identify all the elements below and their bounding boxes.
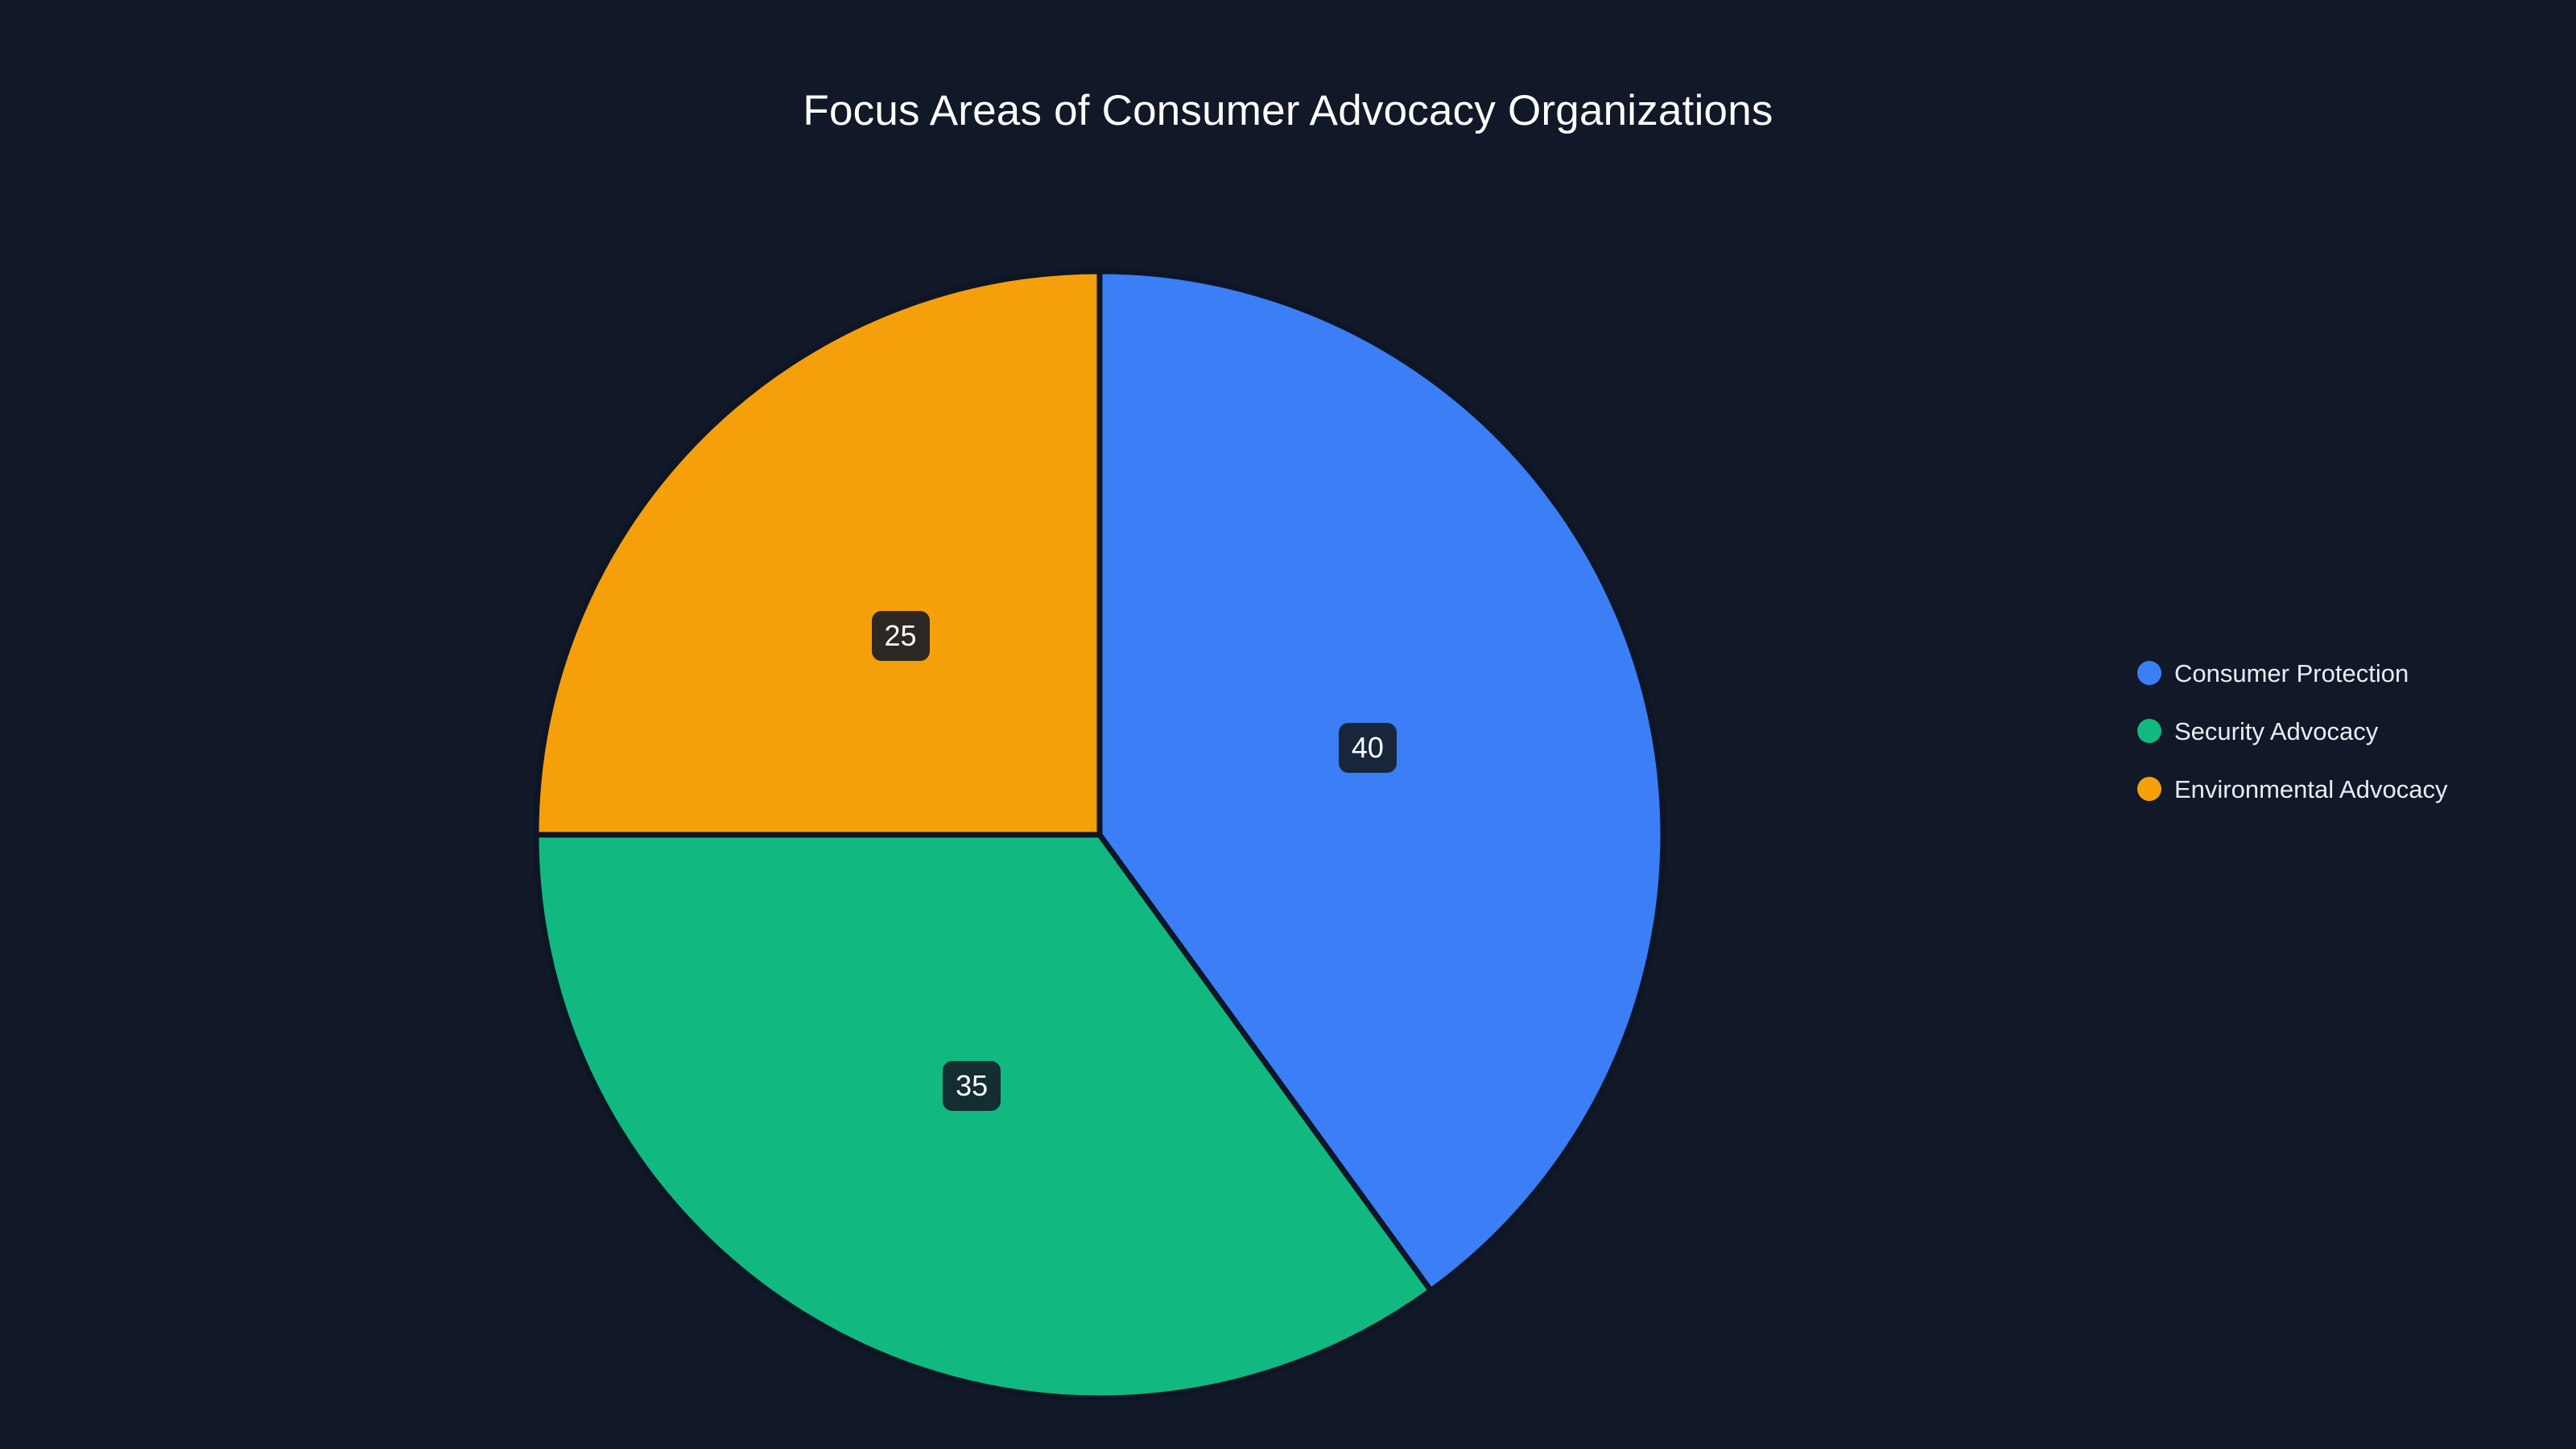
- slice-value-text: 35: [956, 1068, 989, 1102]
- pie-slice-environmental-advocacy[interactable]: [533, 268, 1103, 838]
- slice-value-label-environmental-advocacy: 25: [871, 610, 930, 661]
- pie-slice-security-advocacy[interactable]: [533, 832, 1434, 1402]
- pie-slice-consumer-protection[interactable]: [1096, 268, 1666, 1294]
- legend-color-swatch-icon: [2137, 661, 2161, 685]
- chart-legend: Consumer Protection Security Advocacy En…: [2137, 644, 2540, 818]
- legend-item-environmental-advocacy[interactable]: Environmental Advocacy: [2137, 760, 2540, 818]
- slice-value-label-consumer-protection: 40: [1338, 722, 1397, 773]
- legend-item-consumer-protection[interactable]: Consumer Protection: [2137, 644, 2540, 702]
- slice-value-text: 25: [884, 618, 917, 652]
- pie-slice-group: [533, 268, 1666, 1402]
- slice-value-text: 40: [1351, 730, 1384, 764]
- legend-item-label: Consumer Protection: [2174, 658, 2409, 687]
- chart-title: Focus Areas of Consumer Advocacy Organiz…: [803, 87, 1773, 134]
- legend-color-swatch-icon: [2137, 719, 2161, 743]
- legend-item-security-advocacy[interactable]: Security Advocacy: [2137, 702, 2540, 760]
- legend-color-swatch-icon: [2137, 777, 2161, 801]
- legend-item-label: Environmental Advocacy: [2174, 774, 2448, 803]
- legend-item-label: Security Advocacy: [2174, 716, 2379, 745]
- slice-value-label-security-advocacy: 35: [943, 1060, 1001, 1111]
